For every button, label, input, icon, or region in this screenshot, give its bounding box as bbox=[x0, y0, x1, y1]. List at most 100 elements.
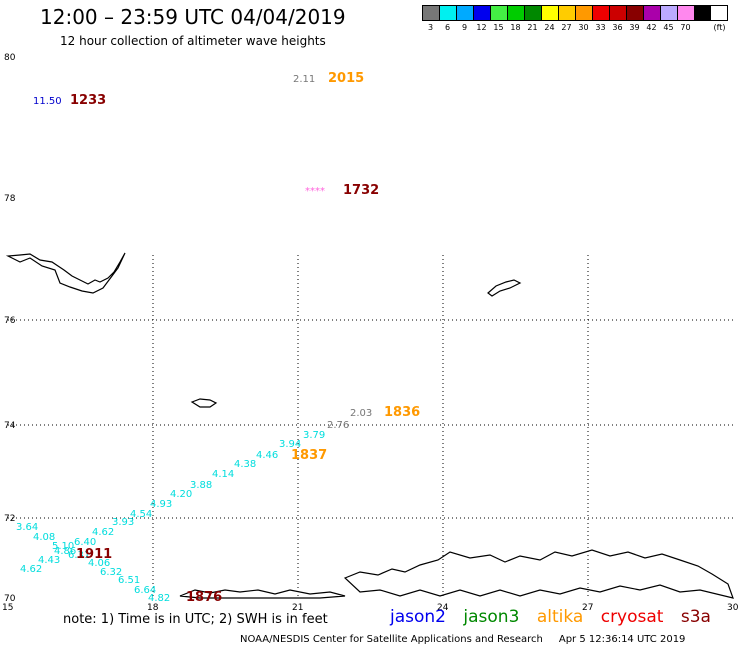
wave-height-value: 4.14 bbox=[212, 469, 234, 480]
wave-height-value: 5.10 bbox=[52, 541, 74, 552]
legend-label: 24 bbox=[544, 23, 555, 32]
legend-swatch bbox=[559, 6, 576, 20]
satellite-altika: altika bbox=[536, 607, 584, 627]
credit-line: NOAA/NESDIS Center for Satellite Applica… bbox=[240, 634, 685, 645]
coastline bbox=[190, 398, 218, 408]
wave-height-value: 2.76 bbox=[327, 420, 349, 431]
pass-time-label: 1876 bbox=[186, 590, 222, 605]
wave-height-value: 3.93 bbox=[112, 517, 134, 528]
wave-height-value: 4.62 bbox=[20, 564, 42, 575]
legend-swatch bbox=[644, 6, 661, 20]
lat-label: 70 bbox=[4, 594, 16, 604]
lat-lon-grid bbox=[8, 255, 733, 598]
map-subtitle: 12 hour collection of altimeter wave hei… bbox=[60, 34, 326, 48]
legend-label: 36 bbox=[612, 23, 623, 32]
legend-unit: (ft) bbox=[713, 23, 726, 32]
legend-label: 18 bbox=[510, 23, 521, 32]
wave-height-value: 3.94 bbox=[279, 439, 301, 450]
pass-time-label: 1732 bbox=[343, 183, 379, 198]
wave-height-value: 3.79 bbox=[303, 430, 325, 441]
wave-height-value: 4.82 bbox=[148, 593, 170, 604]
map-title: 12:00 – 23:59 UTC 04/04/2019 bbox=[40, 5, 346, 29]
coastline bbox=[487, 279, 522, 297]
wave-height-value: 6.51 bbox=[118, 575, 140, 586]
footer-note: note: 1) Time is in UTC; 2) SWH is in fe… bbox=[63, 612, 328, 627]
wave-height-value: 4.06 bbox=[88, 558, 110, 569]
lon-label: 21 bbox=[292, 603, 303, 613]
lat-label: 74 bbox=[4, 421, 16, 431]
wave-height-value: 4.93 bbox=[150, 499, 172, 510]
legend-swatch bbox=[457, 6, 474, 20]
wave-height-value: 2.03 bbox=[350, 408, 372, 419]
legend-label: 30 bbox=[578, 23, 589, 32]
legend-label: 27 bbox=[561, 23, 572, 32]
coastline bbox=[343, 549, 734, 599]
legend-swatch bbox=[576, 6, 593, 20]
wave-height-value: 11.50 bbox=[33, 96, 62, 107]
lon-label: 27 bbox=[582, 603, 593, 613]
legend-swatch bbox=[474, 6, 491, 20]
legend-label: 15 bbox=[493, 23, 504, 32]
pass-time-label: 1836 bbox=[384, 405, 420, 420]
pass-time-label: 1837 bbox=[291, 448, 327, 463]
legend-swatch bbox=[542, 6, 559, 20]
satellite-jason3: jason3 bbox=[463, 607, 520, 627]
legend-swatch bbox=[627, 6, 644, 20]
satellite-jason2: jason2 bbox=[390, 607, 446, 627]
legend-swatch bbox=[678, 6, 695, 20]
lat-label: 80 bbox=[4, 53, 16, 63]
wave-height-value: 4.43 bbox=[38, 555, 60, 566]
lat-label: 78 bbox=[4, 194, 16, 204]
wave-height-value: 3.88 bbox=[190, 480, 212, 491]
pass-time-label: 2015 bbox=[328, 71, 364, 86]
legend-label: 70 bbox=[680, 23, 691, 32]
wave-height-value: 6.40 bbox=[74, 537, 96, 548]
wave-height-value: 6.31 bbox=[68, 550, 90, 561]
wave-height-value: 4.20 bbox=[170, 489, 192, 500]
wave-height-value: 4.08 bbox=[33, 532, 55, 543]
legend-swatch bbox=[423, 6, 440, 20]
satellite-s3a: s3a bbox=[680, 607, 711, 627]
satellite-legend: jason2 jason3 altika cryosat s3a bbox=[390, 607, 723, 627]
lon-label: 18 bbox=[147, 603, 159, 613]
coastline bbox=[5, 252, 126, 294]
wave-height-value: 4.54 bbox=[130, 509, 152, 520]
legend-swatch bbox=[610, 6, 627, 20]
legend-label: 21 bbox=[527, 23, 538, 32]
legend-swatch bbox=[661, 6, 678, 20]
legend-swatch bbox=[525, 6, 542, 20]
wave-height-value: 6.64 bbox=[134, 585, 156, 596]
lon-label: 30 bbox=[727, 603, 739, 613]
legend-label: 45 bbox=[663, 23, 674, 32]
wave-height-observations: 11.50 1233 2.11 2015 **** 1732 2.03 1836 2.763.7… bbox=[16, 71, 420, 605]
lon-label: 24 bbox=[437, 603, 449, 613]
legend-label: 39 bbox=[629, 23, 640, 32]
lat-label: 76 bbox=[4, 316, 16, 326]
legend-label: 12 bbox=[476, 23, 487, 32]
legend-swatch bbox=[695, 6, 711, 20]
legend-swatch bbox=[508, 6, 525, 20]
pass-time-label: 1233 bbox=[70, 93, 106, 108]
legend-color-boxes bbox=[422, 5, 728, 21]
satellite-cryosat: cryosat bbox=[600, 607, 664, 627]
lat-label: 72 bbox=[4, 514, 15, 524]
legend-label: 3 bbox=[427, 23, 434, 32]
legend-label: 42 bbox=[646, 23, 657, 32]
legend-swatch bbox=[440, 6, 457, 20]
wave-height-color-legend: 3 6 9 12 15 18 21 24 27 30 33 36 39 42 45 70 (ft) bbox=[422, 5, 728, 32]
wave-height-value: **** bbox=[305, 186, 325, 197]
wave-height-value: 6.32 bbox=[100, 567, 122, 578]
legend-labels: 3 6 9 12 15 18 21 24 27 30 33 36 39 42 45 70 (ft) bbox=[422, 23, 728, 32]
legend-swatch bbox=[593, 6, 610, 20]
wave-height-value: 4.86 bbox=[54, 546, 76, 557]
coastlines bbox=[5, 252, 734, 599]
wave-height-value: 4.38 bbox=[234, 459, 256, 470]
wave-height-value: 3.64 bbox=[16, 522, 38, 533]
wave-height-value: 4.62 bbox=[92, 527, 114, 538]
legend-swatch bbox=[491, 6, 508, 20]
generated-timestamp: Apr 5 12:36:14 UTC 2019 bbox=[558, 634, 686, 645]
lon-label: 15 bbox=[2, 603, 13, 613]
coastline bbox=[179, 589, 346, 599]
